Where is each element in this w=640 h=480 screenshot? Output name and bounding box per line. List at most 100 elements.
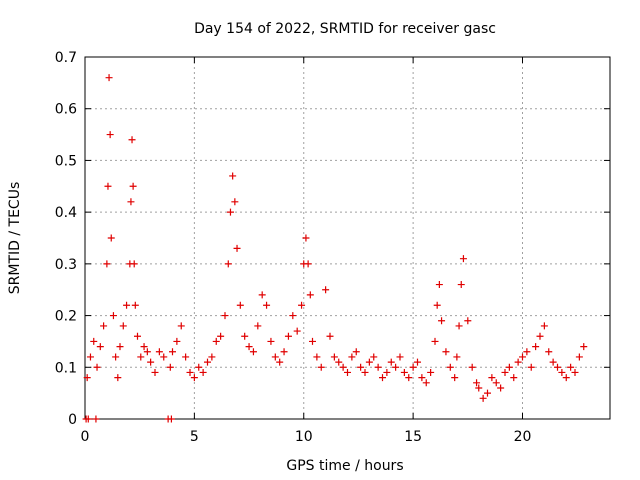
data-point [166,363,174,371]
data-point [459,255,467,263]
data-point [562,374,570,382]
data-point [527,363,535,371]
data-point [396,353,404,361]
data-point [127,198,135,206]
data-point [107,234,115,242]
data-point [540,322,548,330]
data-point [131,301,139,309]
data-point [374,363,382,371]
y-tick-label: 0.6 [55,102,77,118]
data-point [409,363,417,371]
data-point [549,358,557,366]
data-point [313,353,321,361]
data-point [147,358,155,366]
data-point [123,301,131,309]
data-point [352,348,360,356]
data-point [276,358,284,366]
data-point [224,260,232,268]
chart-title: Day 154 of 2022, SRMTID for receiver gas… [194,21,496,37]
data-point [236,301,244,309]
data-point [306,291,314,299]
y-tick-label: 0.2 [55,309,77,325]
data-point [226,208,234,216]
data-point [379,374,386,382]
data-point [245,343,253,351]
data-point [392,363,400,371]
data-point [129,182,137,190]
data-point [435,281,443,289]
y-tick-label: 0.4 [55,205,77,221]
x-axis-label: GPS time / hours [286,458,403,474]
data-point [114,374,122,382]
data-point [100,322,108,330]
x-tick-label: 20 [514,429,532,445]
data-point [258,291,266,299]
data-point [103,260,111,268]
data-point [446,363,454,371]
data-point [488,374,496,382]
data-point [167,415,175,423]
data-point [84,415,92,423]
data-point [383,368,391,376]
y-tick-label: 0.7 [55,50,77,66]
data-point [532,343,540,351]
data-point [453,353,461,361]
data-point [400,368,408,376]
data-point [263,301,271,309]
data-point [155,348,163,356]
data-point [190,374,198,382]
data-point [231,198,239,206]
data-point [326,332,334,340]
data-point [217,332,225,340]
y-tick-label: 0.3 [55,257,77,273]
data-point [160,353,168,361]
data-point [119,322,127,330]
data-point [554,363,561,371]
data-point [348,353,356,361]
data-point [479,394,487,402]
x-tick-label: 0 [81,429,90,445]
data-point [514,358,522,366]
data-point [519,353,526,361]
data-point [335,358,343,366]
data-point [267,337,275,345]
data-point [492,379,500,387]
data-point [199,368,207,376]
data-point [505,363,513,371]
data-point [229,172,237,180]
data-point [558,368,566,376]
data-point [280,348,288,356]
data-point [309,337,316,345]
data-point [344,368,351,376]
data-point [254,322,262,330]
data-point [365,358,373,366]
data-point [575,353,583,361]
data-point [523,348,531,356]
data-point [431,337,439,345]
data-point [249,348,257,356]
data-point [339,363,347,371]
y-axis-label: SRMTID / TECUs [7,182,23,295]
data-point [370,353,378,361]
data-point [116,343,124,351]
x-tick-label: 15 [404,429,422,445]
data-point [112,353,120,361]
data-point [433,301,441,309]
data-point [233,244,241,252]
data-point [536,332,544,340]
x-tick-label: 10 [295,429,313,445]
data-point [96,343,104,351]
data-point [475,384,483,392]
data-point [128,136,136,144]
data-point [93,363,101,371]
data-point [169,348,176,356]
data-point [106,131,114,139]
data-point [387,358,395,366]
data-point [284,332,292,340]
data-point [451,374,459,382]
data-point [438,317,446,325]
data-point [473,379,481,387]
data-point [361,368,369,376]
data-point [134,332,141,340]
